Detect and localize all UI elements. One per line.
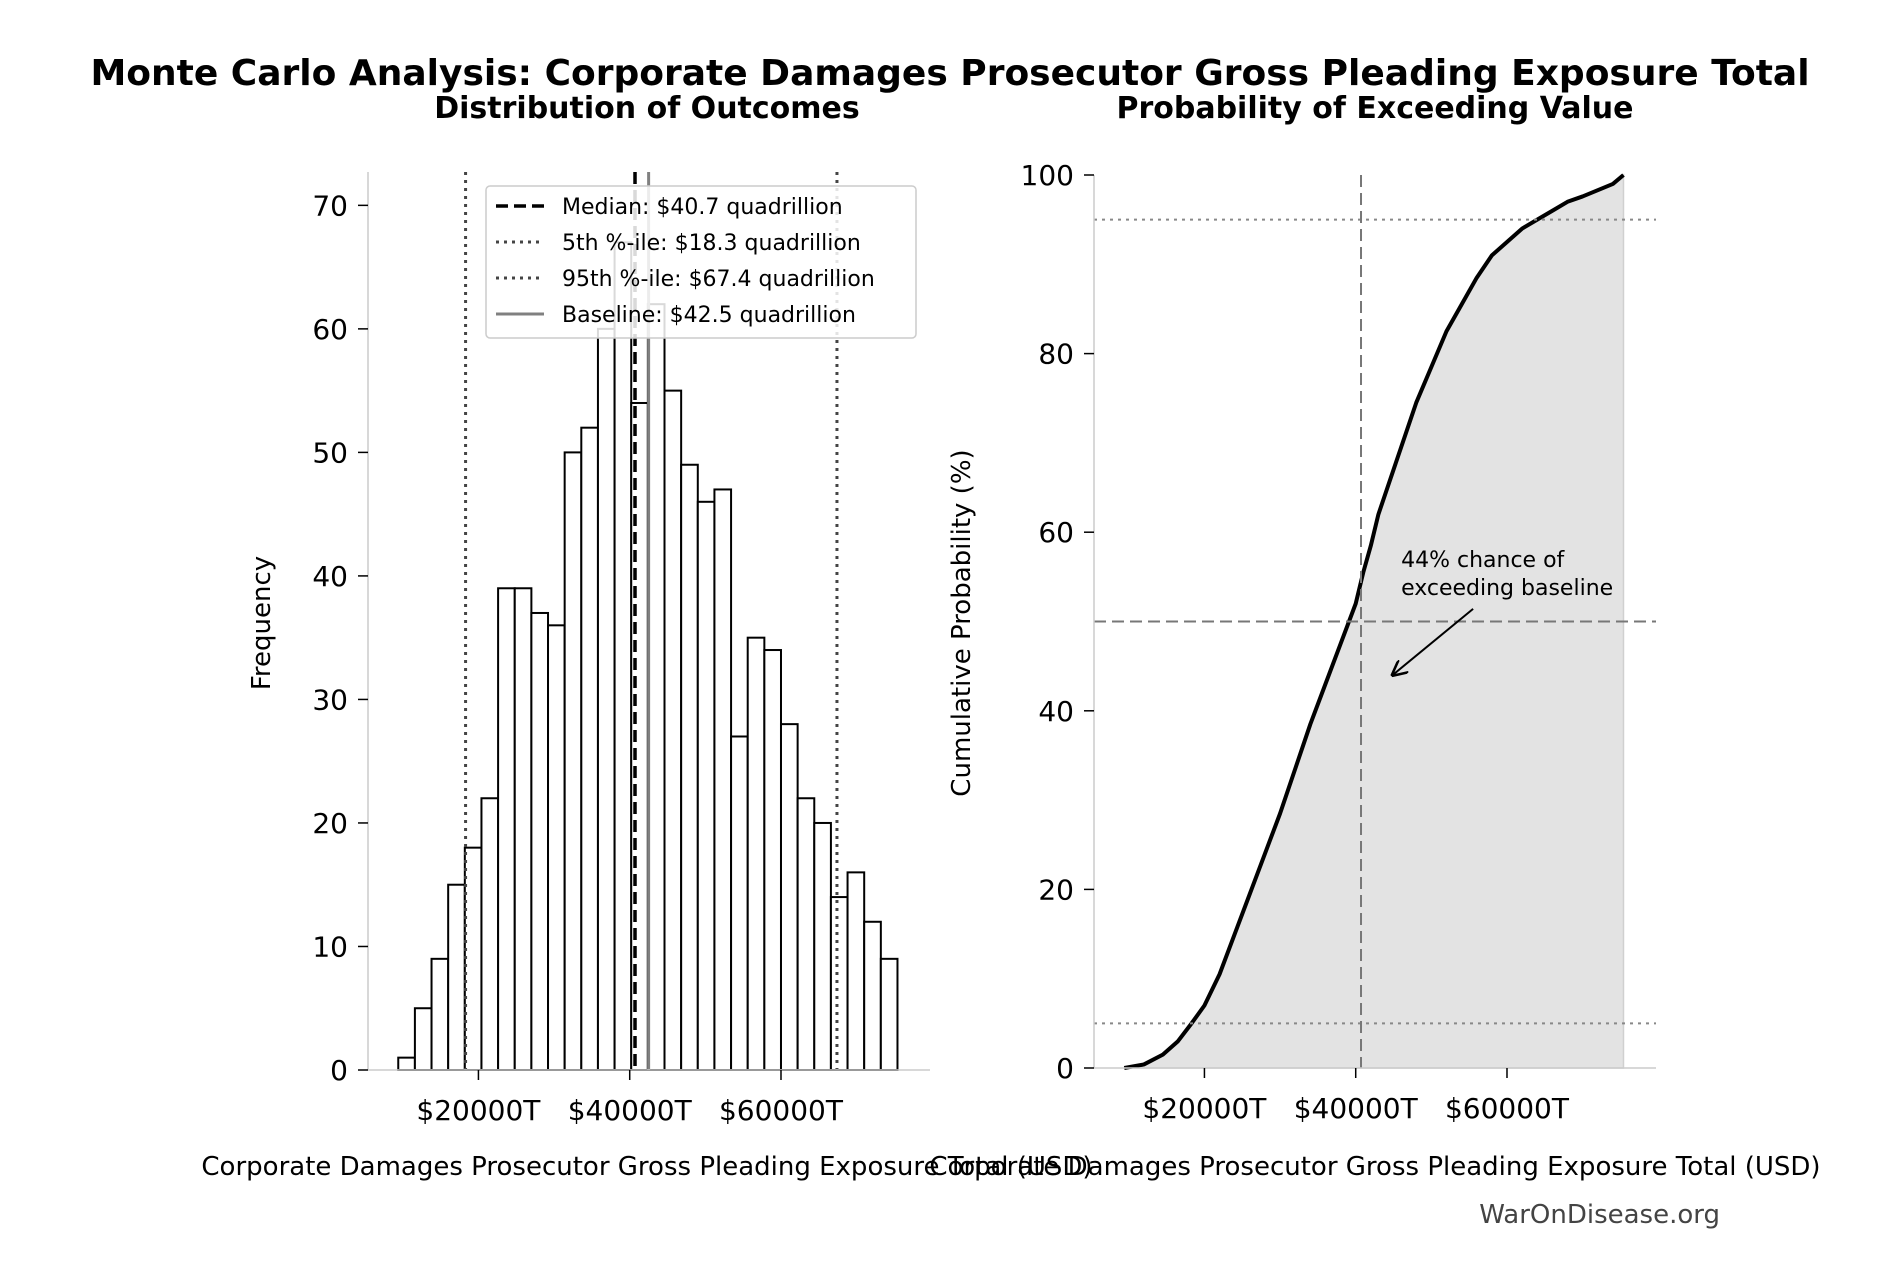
y-tick-label: 10 <box>312 930 348 963</box>
histogram-bar <box>813 821 832 1071</box>
histogram-bar <box>596 327 616 1071</box>
histogram-bar <box>846 871 866 1072</box>
histogram-bar <box>829 896 849 1071</box>
histogram-bar <box>513 587 533 1071</box>
y-tick-label: 30 <box>312 683 348 716</box>
annotation-text: exceeding baseline <box>1401 576 1613 601</box>
histogram-panel: Distribution of Outcomes Frequency Corpo… <box>201 91 1092 1182</box>
histogram-bar <box>763 649 782 1072</box>
cumulative-ylabel: Cumulative Probability (%) <box>947 449 977 796</box>
x-tick-label: $60000T <box>719 1094 844 1127</box>
histogram-bar <box>480 797 500 1072</box>
histogram-bar <box>497 587 516 1071</box>
histogram-bar <box>646 303 666 1072</box>
legend-label: 95th %-ile: $67.4 quadrillion <box>562 267 875 292</box>
histogram-bar <box>563 451 583 1072</box>
watermark: WarOnDisease.org <box>1479 1200 1720 1230</box>
histogram-bar <box>879 957 899 1071</box>
annotation-arrow <box>1393 608 1474 675</box>
cumulative-annotation: 44% chance of exceeding baseline <box>1393 548 1613 675</box>
legend-box <box>485 185 917 339</box>
legend-label: Median: $40.7 quadrillion <box>562 195 843 220</box>
x-tick-label: $20000T <box>1142 1092 1267 1125</box>
histogram-bar <box>463 846 483 1071</box>
legend-label: Baseline: $42.5 quadrillion <box>562 303 856 328</box>
x-tick-label: $40000T <box>568 1094 693 1127</box>
histogram-subtitle: Distribution of Outcomes <box>434 91 860 126</box>
histogram-bar <box>613 241 633 1071</box>
histogram-xlabel: Corporate Damages Prosecutor Gross Plead… <box>201 1152 1092 1182</box>
x-tick-label: $40000T <box>1294 1092 1419 1125</box>
histogram-axes: 0 10 20 30 40 50 60 70 $20000T $40000T $60000T <box>312 172 930 1127</box>
cumulative-reference-lines <box>1094 175 1656 1068</box>
histogram-bar <box>746 636 766 1071</box>
y-tick-label: 50 <box>312 436 348 469</box>
legend-label: 5th %-ile: $18.3 quadrillion <box>562 231 861 256</box>
histogram-bar <box>447 883 466 1071</box>
histogram-bar <box>413 1007 433 1071</box>
y-tick-label: 40 <box>1038 695 1074 728</box>
y-tick-label: 60 <box>312 313 348 346</box>
histogram-bar <box>530 611 550 1072</box>
cumulative-axes: 0 20 40 60 80 100 $20000T $40000T $60000T <box>1021 159 1656 1125</box>
histogram-bar <box>430 957 450 1071</box>
cumulative-subtitle: Probability of Exceeding Value <box>1116 91 1633 126</box>
histogram-bar <box>696 500 716 1071</box>
y-tick-label: 60 <box>1038 516 1074 549</box>
histogram-bar <box>863 920 882 1071</box>
histogram-bar <box>779 723 799 1072</box>
y-tick-label: 0 <box>330 1054 348 1087</box>
histogram-bar <box>580 426 599 1071</box>
y-tick-label: 80 <box>1038 338 1074 371</box>
histogram-bar <box>713 488 733 1072</box>
y-tick-label: 0 <box>1056 1052 1074 1085</box>
histogram-legend: Median: $40.7 quadrillion 5th %-ile: $18.… <box>485 185 917 339</box>
cumulative-xlabel: Corporate Damages Prosecutor Gross Plead… <box>929 1152 1820 1182</box>
cumulative-panel: Probability of Exceeding Value Cumulativ… <box>929 91 1820 1182</box>
x-tick-label: $20000T <box>416 1094 541 1127</box>
y-tick-label: 40 <box>312 560 348 593</box>
histogram-bar <box>796 797 816 1072</box>
histogram-bar <box>680 463 699 1071</box>
figure-title: Monte Carlo Analysis: Corporate Damages … <box>90 53 1809 94</box>
histogram-bar <box>547 624 566 1071</box>
x-tick-label: $60000T <box>1445 1092 1570 1125</box>
histogram-bar <box>397 1056 416 1071</box>
histogram-ylabel: Frequency <box>247 556 277 690</box>
y-tick-label: 100 <box>1021 159 1074 192</box>
histogram-bar <box>730 735 749 1071</box>
y-tick-label: 70 <box>312 189 348 222</box>
y-tick-label: 20 <box>1038 873 1074 906</box>
y-tick-label: 20 <box>312 807 348 840</box>
cumulative-line <box>1123 173 1625 1070</box>
histogram-bar <box>663 389 683 1071</box>
annotation-text: 44% chance of <box>1401 548 1565 573</box>
